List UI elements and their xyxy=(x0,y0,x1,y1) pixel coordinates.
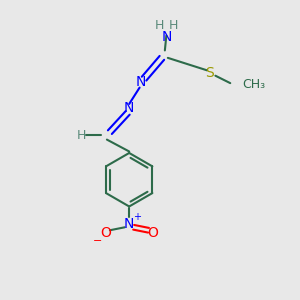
Text: N: N xyxy=(161,30,172,44)
Text: O: O xyxy=(100,226,111,240)
Text: N: N xyxy=(136,75,146,88)
Text: CH₃: CH₃ xyxy=(242,78,265,91)
Text: H: H xyxy=(155,19,164,32)
Text: S: S xyxy=(205,66,214,80)
Text: +: + xyxy=(133,212,141,222)
Text: N: N xyxy=(124,101,134,116)
Text: H: H xyxy=(169,19,178,32)
Text: N: N xyxy=(124,217,134,231)
Text: O: O xyxy=(148,226,158,240)
Text: H: H xyxy=(77,129,86,142)
Text: −: − xyxy=(92,236,102,246)
